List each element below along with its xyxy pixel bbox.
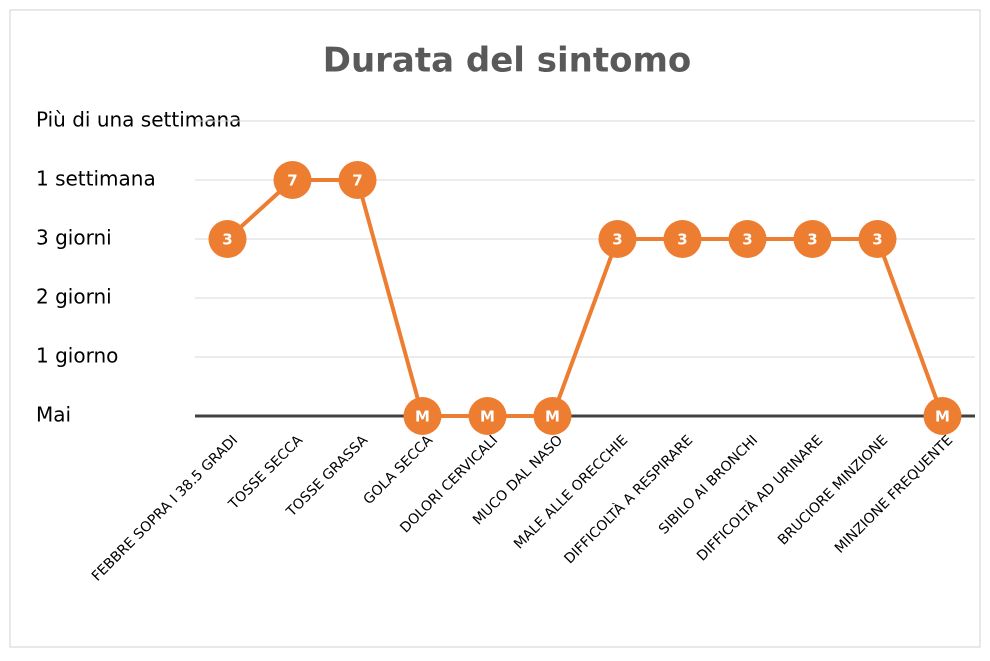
- data-label: M: [415, 408, 430, 426]
- data-label: 3: [872, 231, 882, 249]
- marker: [208, 220, 247, 258]
- marker: [793, 220, 832, 258]
- marker: [858, 220, 897, 258]
- data-label: 3: [807, 231, 817, 249]
- data-label: 3: [677, 231, 687, 249]
- marker: [338, 161, 377, 199]
- chart-title: Durata del sintomo: [323, 41, 692, 81]
- marker: [403, 397, 442, 435]
- marker: [273, 161, 312, 199]
- data-label: 3: [222, 231, 232, 249]
- y-tick-label: Più di una settimana: [36, 108, 241, 132]
- data-label: 7: [287, 172, 297, 190]
- data-label: M: [545, 408, 560, 426]
- data-label: 7: [352, 172, 362, 190]
- y-tick-label: 2 giorni: [36, 285, 112, 309]
- data-label: 3: [742, 231, 752, 249]
- marker: [923, 397, 962, 435]
- y-tick-label: 1 giorno: [36, 344, 118, 368]
- y-tick-label: Mai: [36, 403, 71, 427]
- chart-frame: [9, 9, 981, 648]
- marker: [598, 220, 637, 258]
- data-label: 3: [612, 231, 622, 249]
- marker: [728, 220, 767, 258]
- y-tick-label: 3 giorni: [36, 226, 112, 250]
- data-label: M: [480, 408, 495, 426]
- marker: [468, 397, 507, 435]
- y-tick-label: 1 settimana: [36, 167, 156, 191]
- marker: [533, 397, 572, 435]
- data-label: M: [935, 408, 950, 426]
- marker: [663, 220, 702, 258]
